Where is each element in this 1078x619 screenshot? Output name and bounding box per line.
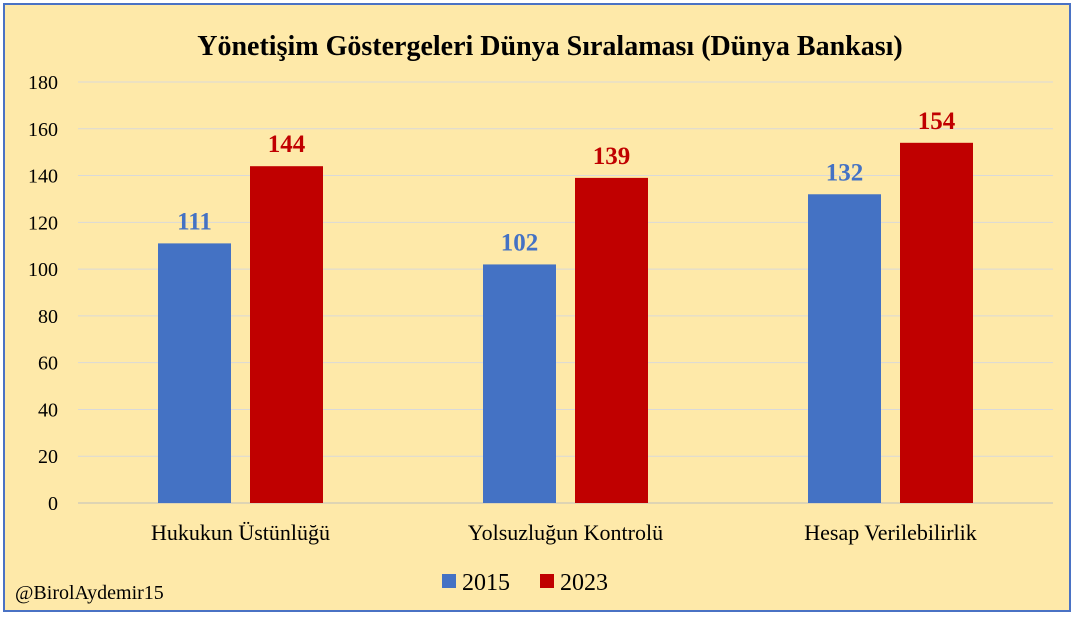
- bar-2015-1: [483, 264, 556, 503]
- x-category-label: Hukukun Üstünlüğü: [151, 520, 330, 545]
- bar-2023-2: [900, 142, 973, 504]
- y-tick-label: 40: [38, 399, 58, 421]
- y-tick-label: 20: [38, 446, 58, 468]
- bar-2023-0: [250, 166, 323, 503]
- y-tick-label: 140: [28, 166, 58, 188]
- data-label: 111: [177, 208, 212, 235]
- bars: [158, 142, 973, 504]
- bar-2023-1: [575, 177, 648, 503]
- gridlines: [78, 81, 1053, 504]
- y-tick-label: 180: [28, 72, 58, 94]
- data-label: 154: [918, 108, 956, 135]
- y-tick-label: 120: [28, 212, 58, 234]
- x-axis: Hukukun Üstünlüğü Yolsuzluğun Kontrolü Hes…: [151, 520, 977, 545]
- legend-label: 2015: [462, 570, 510, 596]
- x-category-label: Yolsuzluğun Kontrolü: [468, 520, 663, 545]
- y-tick-label: 0: [48, 493, 58, 515]
- y-axis: 0 20 40 60 80 100 120 140 160 180: [28, 72, 58, 515]
- y-tick-label: 100: [28, 259, 58, 281]
- legend-label: 2023: [560, 570, 608, 596]
- chart-title: Yönetişim Göstergeleri Dünya Sıralaması …: [197, 31, 902, 62]
- legend-swatch: [540, 574, 554, 588]
- x-category-label: Hesap Verilebilirlik: [804, 520, 977, 545]
- y-tick-label: 80: [38, 306, 58, 328]
- data-label: 132: [826, 159, 864, 186]
- y-tick-label: 60: [38, 353, 58, 375]
- data-labels: 111 144 102 139 132 154: [177, 108, 956, 257]
- bar-2015-0: [158, 243, 231, 503]
- legend: 2015 2023: [442, 570, 608, 596]
- data-label: 102: [501, 229, 539, 256]
- watermark: @BirolAydemir15: [15, 582, 164, 604]
- y-tick-label: 160: [28, 119, 58, 141]
- legend-swatch: [442, 574, 456, 588]
- data-label: 139: [593, 143, 631, 170]
- bar-2015-2: [808, 194, 881, 503]
- data-label: 144: [268, 131, 306, 158]
